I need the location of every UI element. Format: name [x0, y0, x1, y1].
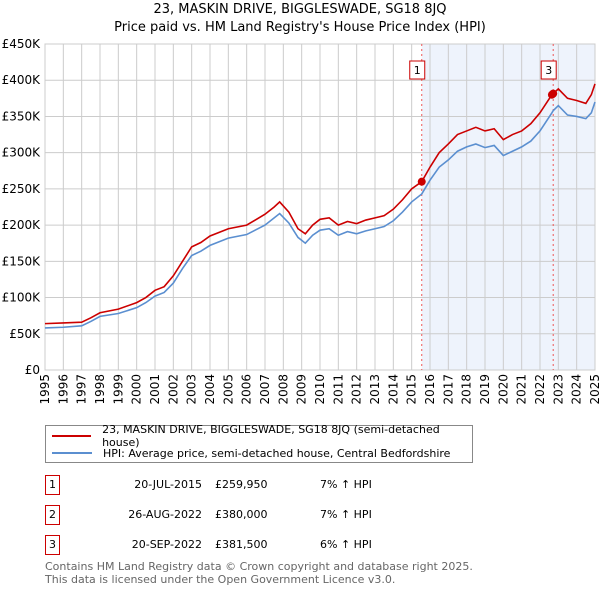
sale-number-badge: 1 [45, 475, 60, 495]
x-tick-label: 2023 [551, 374, 565, 405]
y-tick-label: £250K [2, 182, 42, 196]
x-tick-label: 1999 [111, 374, 125, 405]
x-tick-label: 2017 [441, 374, 455, 405]
sale-price: £380,000 [215, 508, 268, 521]
sale-price: £381,500 [215, 538, 268, 551]
x-tick-label: 2018 [460, 374, 474, 405]
x-tick-label: 2021 [515, 374, 529, 405]
x-tick-label: 1998 [93, 374, 107, 405]
x-tick-label: 2003 [185, 374, 199, 405]
x-tick-label: 2010 [313, 374, 327, 405]
y-tick-label: £150K [2, 254, 42, 268]
y-tick-label: £350K [2, 109, 42, 123]
x-tick-label: 2001 [148, 374, 162, 405]
sale-flag-label: 3 [545, 64, 552, 77]
x-tick-label: 2008 [276, 374, 290, 405]
x-tick-label: 2004 [203, 374, 217, 405]
y-tick-label: £300K [2, 146, 42, 160]
sale-point [549, 89, 558, 98]
x-tick-label: 1997 [75, 374, 89, 405]
sale-row: 2 26-AUG-2022 £380,000 7% ↑ HPI [45, 505, 545, 525]
sale-date: 20-JUL-2015 [134, 478, 202, 491]
x-tick-label: 2024 [570, 374, 584, 405]
price-chart: £0 £50K £100K £150K £200K £250K £300K £350K £400… [2, 37, 600, 405]
legend-hpi-label: HPI: Average price, semi-detached house,… [103, 446, 451, 460]
x-tick-label: 1996 [56, 374, 70, 405]
chart-subtitle: Price paid vs. HM Land Registry's House … [114, 20, 486, 35]
sale-price: £259,950 [215, 478, 268, 491]
x-tick-label: 2011 [331, 374, 345, 405]
legend: 23, MASKIN DRIVE, BIGGLESWADE, SG18 8JQ … [45, 423, 473, 463]
sale-hpi-diff: 7% ↑ HPI [320, 508, 372, 521]
footer: Contains HM Land Registry data © Crown c… [45, 560, 473, 586]
x-tick-label: 2006 [240, 374, 254, 405]
property-price-line [44, 83, 596, 325]
legend-hpi-line [52, 452, 92, 454]
chart-title: 23, MASKIN DRIVE, BIGGLESWADE, SG18 8JQ [153, 2, 447, 17]
sale-point [417, 177, 426, 186]
legend-property-line [52, 435, 92, 437]
x-tick-label: 2014 [386, 374, 400, 405]
x-tick-label: 2025 [588, 374, 600, 405]
y-tick-label: £0 [25, 363, 40, 377]
y-tick-label: £200K [2, 218, 42, 232]
footer-licence: This data is licensed under the Open Gov… [45, 573, 396, 586]
x-tick-label: 2020 [496, 374, 510, 405]
x-tick-label: 2007 [258, 374, 272, 405]
sale-flag [409, 60, 426, 80]
x-tick-label: 2019 [478, 374, 492, 405]
sale-row: 1 20-JUL-2015 £259,950 7% ↑ HPI [45, 475, 545, 495]
x-tick-label: 2013 [368, 374, 382, 405]
x-tick-label: 2015 [405, 374, 419, 405]
shaded-region [421, 44, 595, 370]
sale-date: 26-AUG-2022 [128, 508, 202, 521]
sale-flag [540, 60, 557, 80]
x-tick-label: 2012 [350, 374, 364, 405]
y-tick-label: £50K [9, 327, 41, 341]
x-tick-label: 2009 [295, 374, 309, 405]
sale-number-badge: 3 [45, 535, 60, 555]
sale-hpi-diff: 6% ↑ HPI [320, 538, 372, 551]
sale-row: 3 20-SEP-2022 £381,500 6% ↑ HPI [45, 535, 545, 555]
x-tick-label: 1995 [38, 374, 52, 405]
plot-frame [44, 43, 596, 371]
x-tick-label: 2000 [130, 374, 144, 405]
x-tick-label: 2005 [221, 374, 235, 405]
sale-flag-label: 1 [414, 64, 421, 77]
sale-number-badge: 2 [45, 505, 60, 525]
y-tick-label: £400K [2, 73, 42, 87]
x-tick-label: 2002 [166, 374, 180, 405]
y-tick-label: £450K [2, 37, 42, 51]
x-tick-label: 2022 [533, 374, 547, 405]
sale-date: 20-SEP-2022 [131, 538, 202, 551]
y-tick-label: £100K [2, 291, 42, 305]
footer-copyright: Contains HM Land Registry data © Crown c… [45, 560, 473, 573]
x-tick-label: 2016 [423, 374, 437, 405]
sale-hpi-diff: 7% ↑ HPI [320, 478, 372, 491]
hpi-line [44, 101, 596, 329]
legend-property-label: 23, MASKIN DRIVE, BIGGLESWADE, SG18 8JQ … [102, 423, 440, 449]
